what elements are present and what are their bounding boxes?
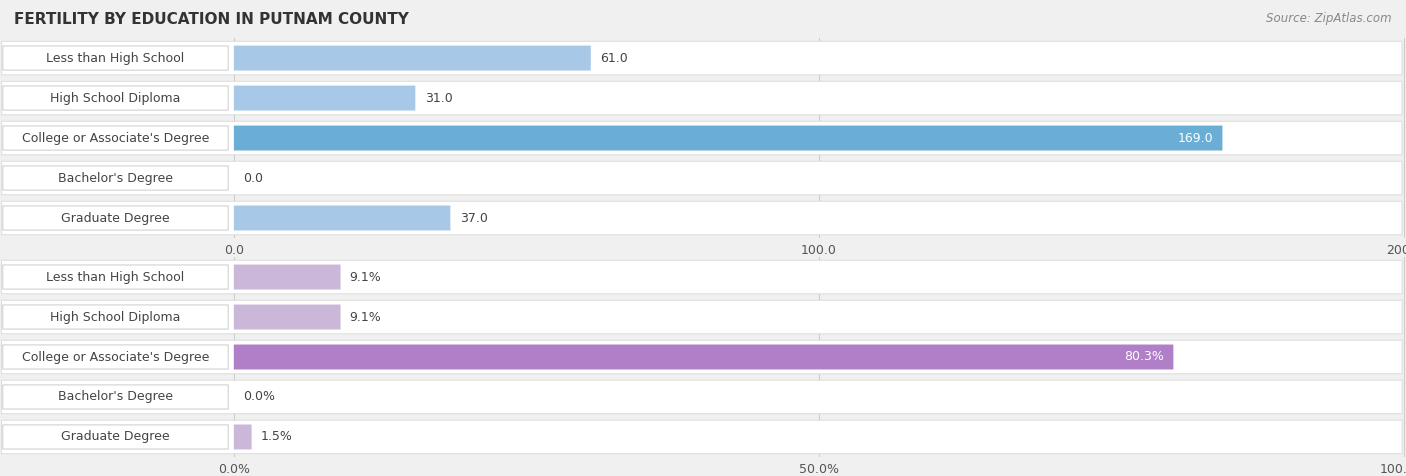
Text: 80.3%: 80.3% (1123, 350, 1164, 364)
FancyBboxPatch shape (233, 425, 252, 449)
FancyBboxPatch shape (3, 385, 228, 409)
FancyBboxPatch shape (233, 206, 450, 230)
FancyBboxPatch shape (1, 41, 1402, 75)
Text: Less than High School: Less than High School (46, 270, 184, 284)
Text: 9.1%: 9.1% (350, 270, 381, 284)
Text: 61.0: 61.0 (600, 51, 628, 65)
Text: High School Diploma: High School Diploma (51, 310, 181, 324)
FancyBboxPatch shape (3, 425, 228, 449)
FancyBboxPatch shape (1, 300, 1402, 334)
FancyBboxPatch shape (233, 46, 591, 70)
Text: Bachelor's Degree: Bachelor's Degree (58, 390, 173, 404)
FancyBboxPatch shape (233, 345, 1174, 369)
FancyBboxPatch shape (3, 206, 228, 230)
Text: High School Diploma: High School Diploma (51, 91, 181, 105)
FancyBboxPatch shape (1, 420, 1402, 454)
Text: FERTILITY BY EDUCATION IN PUTNAM COUNTY: FERTILITY BY EDUCATION IN PUTNAM COUNTY (14, 12, 409, 27)
FancyBboxPatch shape (1, 81, 1402, 115)
FancyBboxPatch shape (3, 305, 228, 329)
Text: Less than High School: Less than High School (46, 51, 184, 65)
Text: 9.1%: 9.1% (350, 310, 381, 324)
Text: Graduate Degree: Graduate Degree (62, 430, 170, 444)
FancyBboxPatch shape (3, 126, 228, 150)
Text: 37.0: 37.0 (460, 211, 488, 225)
FancyBboxPatch shape (3, 265, 228, 289)
FancyBboxPatch shape (233, 86, 415, 110)
FancyBboxPatch shape (233, 126, 1222, 150)
FancyBboxPatch shape (1, 340, 1402, 374)
FancyBboxPatch shape (3, 345, 228, 369)
Text: 31.0: 31.0 (425, 91, 453, 105)
FancyBboxPatch shape (1, 121, 1402, 155)
FancyBboxPatch shape (3, 46, 228, 70)
Text: 0.0%: 0.0% (243, 390, 276, 404)
Text: College or Associate's Degree: College or Associate's Degree (22, 131, 209, 145)
Text: 0.0: 0.0 (243, 171, 263, 185)
FancyBboxPatch shape (3, 86, 228, 110)
Text: Bachelor's Degree: Bachelor's Degree (58, 171, 173, 185)
FancyBboxPatch shape (1, 201, 1402, 235)
FancyBboxPatch shape (3, 166, 228, 190)
Text: Source: ZipAtlas.com: Source: ZipAtlas.com (1267, 12, 1392, 25)
Text: 1.5%: 1.5% (262, 430, 292, 444)
FancyBboxPatch shape (1, 161, 1402, 195)
Text: 169.0: 169.0 (1177, 131, 1213, 145)
FancyBboxPatch shape (1, 260, 1402, 294)
FancyBboxPatch shape (1, 380, 1402, 414)
Text: College or Associate's Degree: College or Associate's Degree (22, 350, 209, 364)
Text: Graduate Degree: Graduate Degree (62, 211, 170, 225)
FancyBboxPatch shape (233, 305, 340, 329)
FancyBboxPatch shape (233, 265, 340, 289)
